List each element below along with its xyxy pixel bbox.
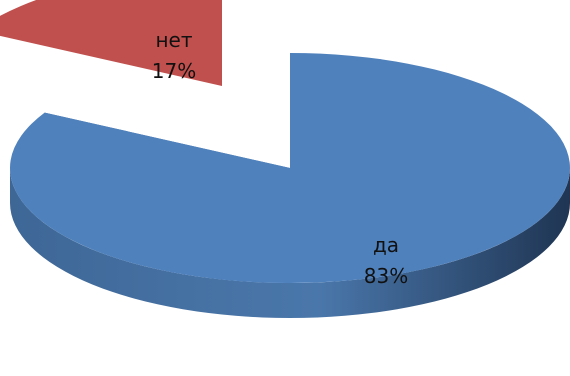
slice-label-da: да	[373, 233, 399, 257]
slice-label-nyet: нет	[155, 28, 192, 52]
slice-percent-nyet: 17%	[152, 59, 196, 83]
pie-slice-da	[9, 53, 570, 283]
pie-slice-nyet	[0, 0, 222, 86]
slice-group-0	[9, 53, 570, 318]
slice-percent-da: 83%	[364, 264, 408, 288]
slice-group-1	[0, 0, 222, 86]
